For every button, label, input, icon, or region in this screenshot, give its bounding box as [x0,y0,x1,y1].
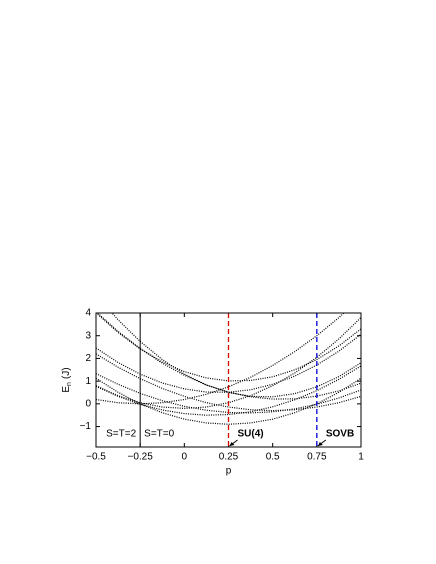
x-tick-label: 1 [358,452,364,463]
x-tick-label: 0 [182,452,188,463]
y-tick-label: 0 [85,398,91,409]
y-label-sub: n [66,382,73,386]
y-axis-label: En (J) [61,367,73,392]
y-tick-label: 2 [85,353,91,364]
x-axis-label: p [226,466,232,477]
y-tick-label: 1 [85,376,91,387]
x-tick-label: −0.5 [86,452,106,463]
y-label-unit: (J) [61,367,72,379]
plot-frame [95,312,362,448]
y-tick-label: −1 [80,421,92,432]
x-tick-label: 0.25 [219,452,239,463]
y-tick-label: 3 [85,330,91,341]
y-tick-label: 4 [85,308,91,319]
x-tick-label: 0.75 [307,452,327,463]
region-label: S=T=2 [106,429,136,440]
point-label: SOVB [326,429,354,440]
point-label: SU(4) [238,429,264,440]
region-label: S=T=0 [144,429,174,440]
arrow-head [229,442,235,446]
y-label-main: E [61,386,72,393]
x-tick-label: 0.5 [266,452,280,463]
arrow-head [317,442,323,446]
x-tick-label: −0.25 [128,452,154,463]
